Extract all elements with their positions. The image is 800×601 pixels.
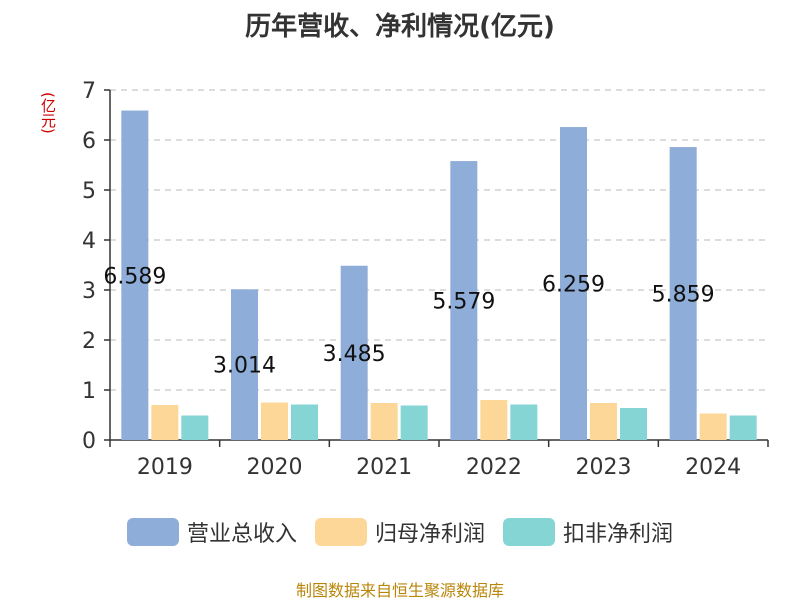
net-profit-bar <box>699 413 727 440</box>
data-label: 6.259 <box>542 273 605 298</box>
revenue-bar <box>340 265 368 440</box>
legend-swatch-net-profit <box>314 518 367 546</box>
deducted-profit-bar <box>510 404 538 440</box>
legend-label-net-profit: 归母净利润 <box>374 522 485 547</box>
x-tick-label: 2021 <box>356 455 412 480</box>
legend-item-deducted-profit[interactable]: 扣非净利润 <box>503 516 673 548</box>
data-source: 制图数据来自恒生聚源数据库 <box>295 581 504 600</box>
legend-label-revenue: 营业总收入 <box>186 522 297 547</box>
deducted-profit-bar <box>291 404 318 440</box>
revenue-bar <box>450 161 478 441</box>
deducted-profit-bar <box>620 408 647 440</box>
revenue-bar <box>560 127 587 441</box>
y-tick-label: 0 <box>82 429 96 454</box>
y-tick-label: 1 <box>82 379 96 404</box>
y-tick-label: 2 <box>82 329 96 354</box>
legend-label-deducted-profit: 扣非净利润 <box>563 522 674 547</box>
y-axis-unit: (亿元) <box>39 92 57 134</box>
legend: 营业总收入 归母净利润 扣非净利润 <box>0 516 800 548</box>
legend-swatch-revenue <box>126 518 179 546</box>
legend-item-net-profit[interactable]: 归母净利润 <box>314 516 485 548</box>
data-label: 5.579 <box>432 290 495 315</box>
net-profit-bar <box>590 403 617 440</box>
revenue-bar <box>121 110 149 441</box>
y-tick-label: 5 <box>82 179 96 204</box>
net-profit-bar <box>370 403 398 440</box>
net-profit-bar <box>261 402 288 440</box>
revenue-bar <box>231 289 258 440</box>
deducted-profit-bar <box>181 415 209 440</box>
net-profit-bar <box>151 405 179 440</box>
data-label: 3.485 <box>323 342 386 367</box>
chart-title: 历年营收、净利情况(亿元) <box>245 12 555 42</box>
x-tick-label: 2022 <box>466 455 522 480</box>
deducted-profit-bar <box>729 415 757 440</box>
x-tick-label: 2024 <box>685 455 741 480</box>
legend-item-revenue[interactable]: 营业总收入 <box>126 516 297 548</box>
net-profit-bar <box>480 400 508 440</box>
x-tick-label: 2023 <box>576 455 632 480</box>
legend-swatch-deducted-profit <box>503 518 555 546</box>
y-tick-label: 3 <box>82 279 96 304</box>
x-tick-label: 2020 <box>247 455 303 480</box>
revenue-bar <box>669 147 697 441</box>
y-tick-label: 7 <box>82 79 96 104</box>
x-tick-label: 2019 <box>137 455 193 480</box>
deducted-profit-bar <box>400 405 428 440</box>
data-label: 3.014 <box>213 354 276 379</box>
data-label: 6.589 <box>103 264 166 289</box>
data-label: 5.859 <box>652 283 715 308</box>
y-tick-label: 4 <box>82 229 96 254</box>
y-tick-label: 6 <box>82 129 96 154</box>
